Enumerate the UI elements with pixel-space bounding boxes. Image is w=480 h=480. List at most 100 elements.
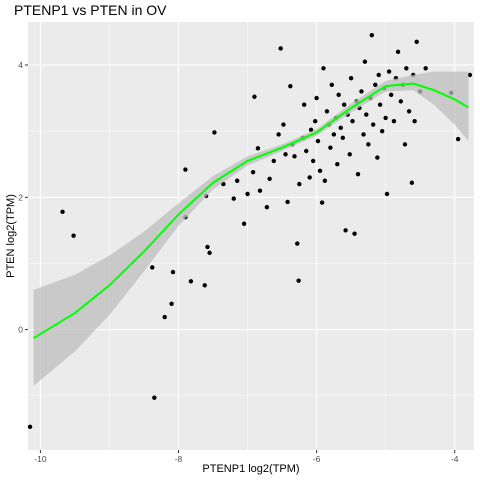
- data-point: [234, 178, 240, 183]
- data-point: [304, 148, 309, 154]
- data-point: [409, 180, 415, 185]
- data-point: [241, 221, 247, 226]
- data-point: [292, 154, 297, 159]
- data-point: [324, 109, 330, 114]
- data-point: [338, 125, 343, 131]
- x-tick-label: -6: [313, 454, 321, 464]
- x-tick-label: -4: [451, 454, 459, 464]
- panel-background: [28, 22, 474, 450]
- data-point: [321, 66, 326, 71]
- plot-panel: [27, 22, 474, 450]
- data-point: [250, 169, 256, 175]
- y-tick-label: 2: [18, 192, 23, 202]
- data-point: [366, 142, 371, 147]
- data-point: [202, 283, 207, 288]
- data-point: [467, 72, 473, 78]
- data-point: [313, 119, 318, 124]
- data-point: [375, 155, 380, 160]
- x-tick-label: -8: [175, 454, 183, 464]
- data-point: [328, 145, 333, 150]
- data-point: [245, 191, 250, 197]
- data-point: [379, 128, 385, 134]
- data-point: [231, 196, 236, 201]
- data-point: [307, 175, 312, 180]
- data-point: [276, 132, 281, 137]
- data-point: [281, 122, 286, 127]
- data-point: [295, 241, 300, 246]
- data-point: [331, 132, 337, 137]
- data-point: [342, 102, 347, 107]
- data-point: [423, 66, 428, 71]
- data-point: [406, 109, 412, 114]
- data-point: [414, 39, 419, 45]
- data-point: [348, 76, 354, 81]
- data-point: [376, 72, 381, 78]
- data-point: [412, 119, 417, 124]
- data-point: [271, 158, 276, 164]
- data-point: [329, 82, 334, 88]
- data-point: [264, 205, 270, 210]
- data-point: [355, 171, 361, 177]
- data-point: [212, 130, 217, 135]
- data-point: [207, 250, 212, 256]
- data-point: [364, 112, 369, 117]
- data-point: [359, 89, 364, 94]
- data-point: [362, 59, 368, 64]
- data-point: [361, 132, 366, 137]
- data-point: [283, 152, 288, 157]
- data-point: [183, 167, 188, 172]
- smooth-line: [33, 82, 469, 340]
- data-point: [162, 314, 167, 320]
- chart-title: PTENP1 vs PTEN in OV: [14, 2, 167, 18]
- data-point: [317, 168, 323, 174]
- data-point: [308, 127, 314, 133]
- data-point: [347, 152, 352, 157]
- data-point: [371, 122, 376, 127]
- data-point: [369, 33, 375, 38]
- data-point: [336, 92, 341, 97]
- data-point: [388, 92, 394, 97]
- data-point: [315, 138, 321, 144]
- data-point: [402, 142, 408, 147]
- y-axis-title: PTEN log2(TPM): [5, 194, 17, 278]
- data-point: [395, 49, 401, 54]
- data-point: [404, 66, 409, 71]
- data-point: [391, 119, 397, 124]
- data-point: [152, 395, 157, 400]
- data-point: [377, 102, 383, 107]
- data-point: [252, 94, 257, 99]
- data-point: [267, 176, 272, 181]
- data-point: [335, 162, 340, 167]
- data-point: [71, 233, 76, 238]
- data-point: [301, 102, 307, 107]
- y-tick-label: 4: [18, 60, 23, 70]
- data-point: [322, 178, 328, 183]
- data-point: [383, 115, 388, 121]
- data-point: [257, 188, 263, 193]
- data-point: [297, 181, 302, 187]
- y-axis: 0 2 4: [18, 60, 28, 335]
- data-point: [350, 119, 355, 124]
- data-point: [384, 191, 390, 197]
- data-point: [169, 301, 174, 307]
- x-axis-title: PTENP1 log2(TPM): [202, 463, 299, 475]
- y-tick-label: 0: [18, 325, 23, 335]
- data-point: [352, 231, 357, 236]
- data-point: [310, 158, 316, 164]
- data-point: [386, 69, 392, 74]
- data-point: [170, 269, 176, 275]
- data-point: [205, 244, 210, 250]
- data-point: [288, 83, 293, 89]
- data-point: [278, 46, 283, 51]
- data-point: [296, 278, 301, 283]
- data-point: [340, 135, 346, 140]
- data-point: [150, 265, 155, 270]
- data-point: [255, 146, 261, 151]
- x-tick-label: -10: [34, 454, 47, 464]
- data-point: [398, 99, 404, 104]
- data-point: [188, 279, 194, 284]
- data-point: [60, 209, 65, 215]
- data-point: [285, 199, 290, 205]
- data-point: [27, 424, 33, 430]
